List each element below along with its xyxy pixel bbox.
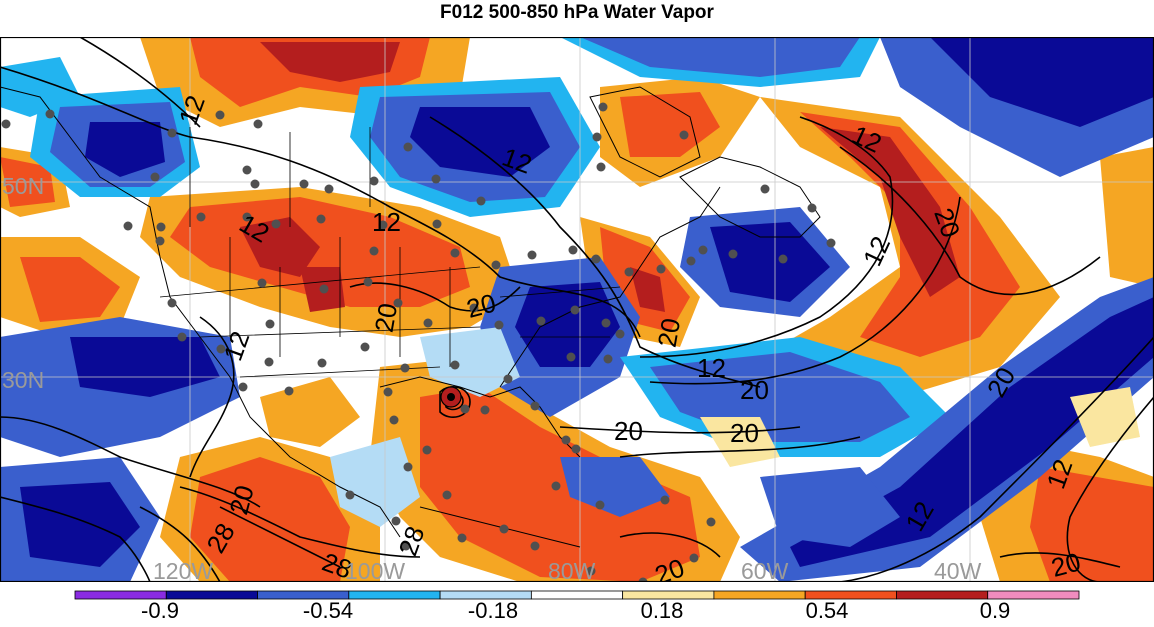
- shade-red-westcentral: [170, 197, 470, 307]
- shade-darkred-nova: [630, 267, 665, 312]
- colorbar-tick-label: -0.18: [468, 598, 518, 622]
- colorbar-swatch: [348, 590, 441, 600]
- lon-label-120w: 120W: [153, 558, 213, 582]
- shade-lightyellow-1: [700, 417, 780, 467]
- water-vapor-map: 12 12 12 12 12 12 12 12 12 20 20 20 20 2…: [0, 37, 1154, 582]
- colorbar-tick-label: 0.54: [806, 598, 849, 622]
- shade-navy-sw-pacific: [20, 482, 140, 567]
- shade-cyan-far-west: [0, 57, 80, 117]
- contour-label: 20: [652, 316, 687, 350]
- shade-red-west-pacific: [20, 257, 120, 322]
- shade-darkred-atlantic-band: [820, 127, 960, 297]
- shade-navy-pacific: [70, 337, 220, 397]
- contour-label: 20: [730, 418, 759, 448]
- colorbar-swatch: [896, 590, 989, 600]
- shade-blue-greenland: [580, 37, 860, 77]
- shade-blue-atlantic-south: [760, 467, 900, 547]
- lon-label-80w: 80W: [548, 558, 596, 582]
- coastlines: [0, 86, 821, 548]
- shade-orange-south-central: [260, 377, 360, 447]
- lon-label-40w: 40W: [934, 558, 982, 582]
- colorbar-tick-label: 0.9: [980, 598, 1011, 622]
- shade-darkred-westcentral: [240, 217, 320, 277]
- shade-lightyellow-2: [1070, 387, 1140, 447]
- colorbar-swatch: [530, 590, 624, 600]
- shade-lightblue-central: [420, 327, 520, 397]
- lat-label-30n: 30N: [2, 367, 44, 393]
- page-title: F012 500-850 hPa Water Vapor: [440, 2, 714, 23]
- shade-navy-nw: [85, 122, 165, 177]
- shade-navy-north-atlantic: [930, 37, 1154, 127]
- colorbar-tick-label: -0.9: [141, 598, 179, 622]
- colorbar-tick-label: 0.18: [641, 598, 684, 622]
- low-pressure-center: [440, 386, 462, 408]
- contour-label: 20: [614, 416, 643, 446]
- shade-red-southwest: [190, 457, 350, 582]
- shade-navy-canada: [410, 107, 550, 177]
- colorbar-tick-label: -0.54: [303, 598, 353, 622]
- contour-label: 20: [369, 301, 404, 335]
- graticule: [0, 37, 1154, 582]
- shade-lightblue-mexico: [330, 437, 420, 527]
- contour-label: 20: [740, 375, 769, 405]
- shade-darkred-north: [260, 42, 400, 82]
- map-panel: 12 12 12 12 12 12 12 12 12 20 20 20 20 2…: [0, 37, 1154, 582]
- colorbar-svg: -0.9 -0.54 -0.18 0.18 0.54 0.9: [74, 590, 1080, 623]
- shade-navy-labrador: [710, 222, 830, 302]
- shade-red-east-atlantic: [1030, 467, 1154, 582]
- lon-label-60w: 60W: [741, 558, 789, 582]
- shade-blue-caribbean: [560, 457, 670, 517]
- lon-label-100w: 100W: [345, 558, 405, 582]
- station-markers: [1, 102, 836, 582]
- shade-red-ne-canada: [620, 92, 720, 157]
- contour-label: 12: [697, 353, 726, 383]
- lat-label-50n: 50N: [2, 173, 44, 199]
- colorbar-swatch: [987, 590, 1080, 600]
- contour-label: 12: [372, 207, 401, 237]
- colorbar-swatch: [165, 590, 258, 600]
- colorbar: -0.9 -0.54 -0.18 0.18 0.54 0.9: [0, 587, 1154, 623]
- colorbar-swatch: [713, 590, 806, 600]
- water-vapor-contours: [0, 37, 1154, 582]
